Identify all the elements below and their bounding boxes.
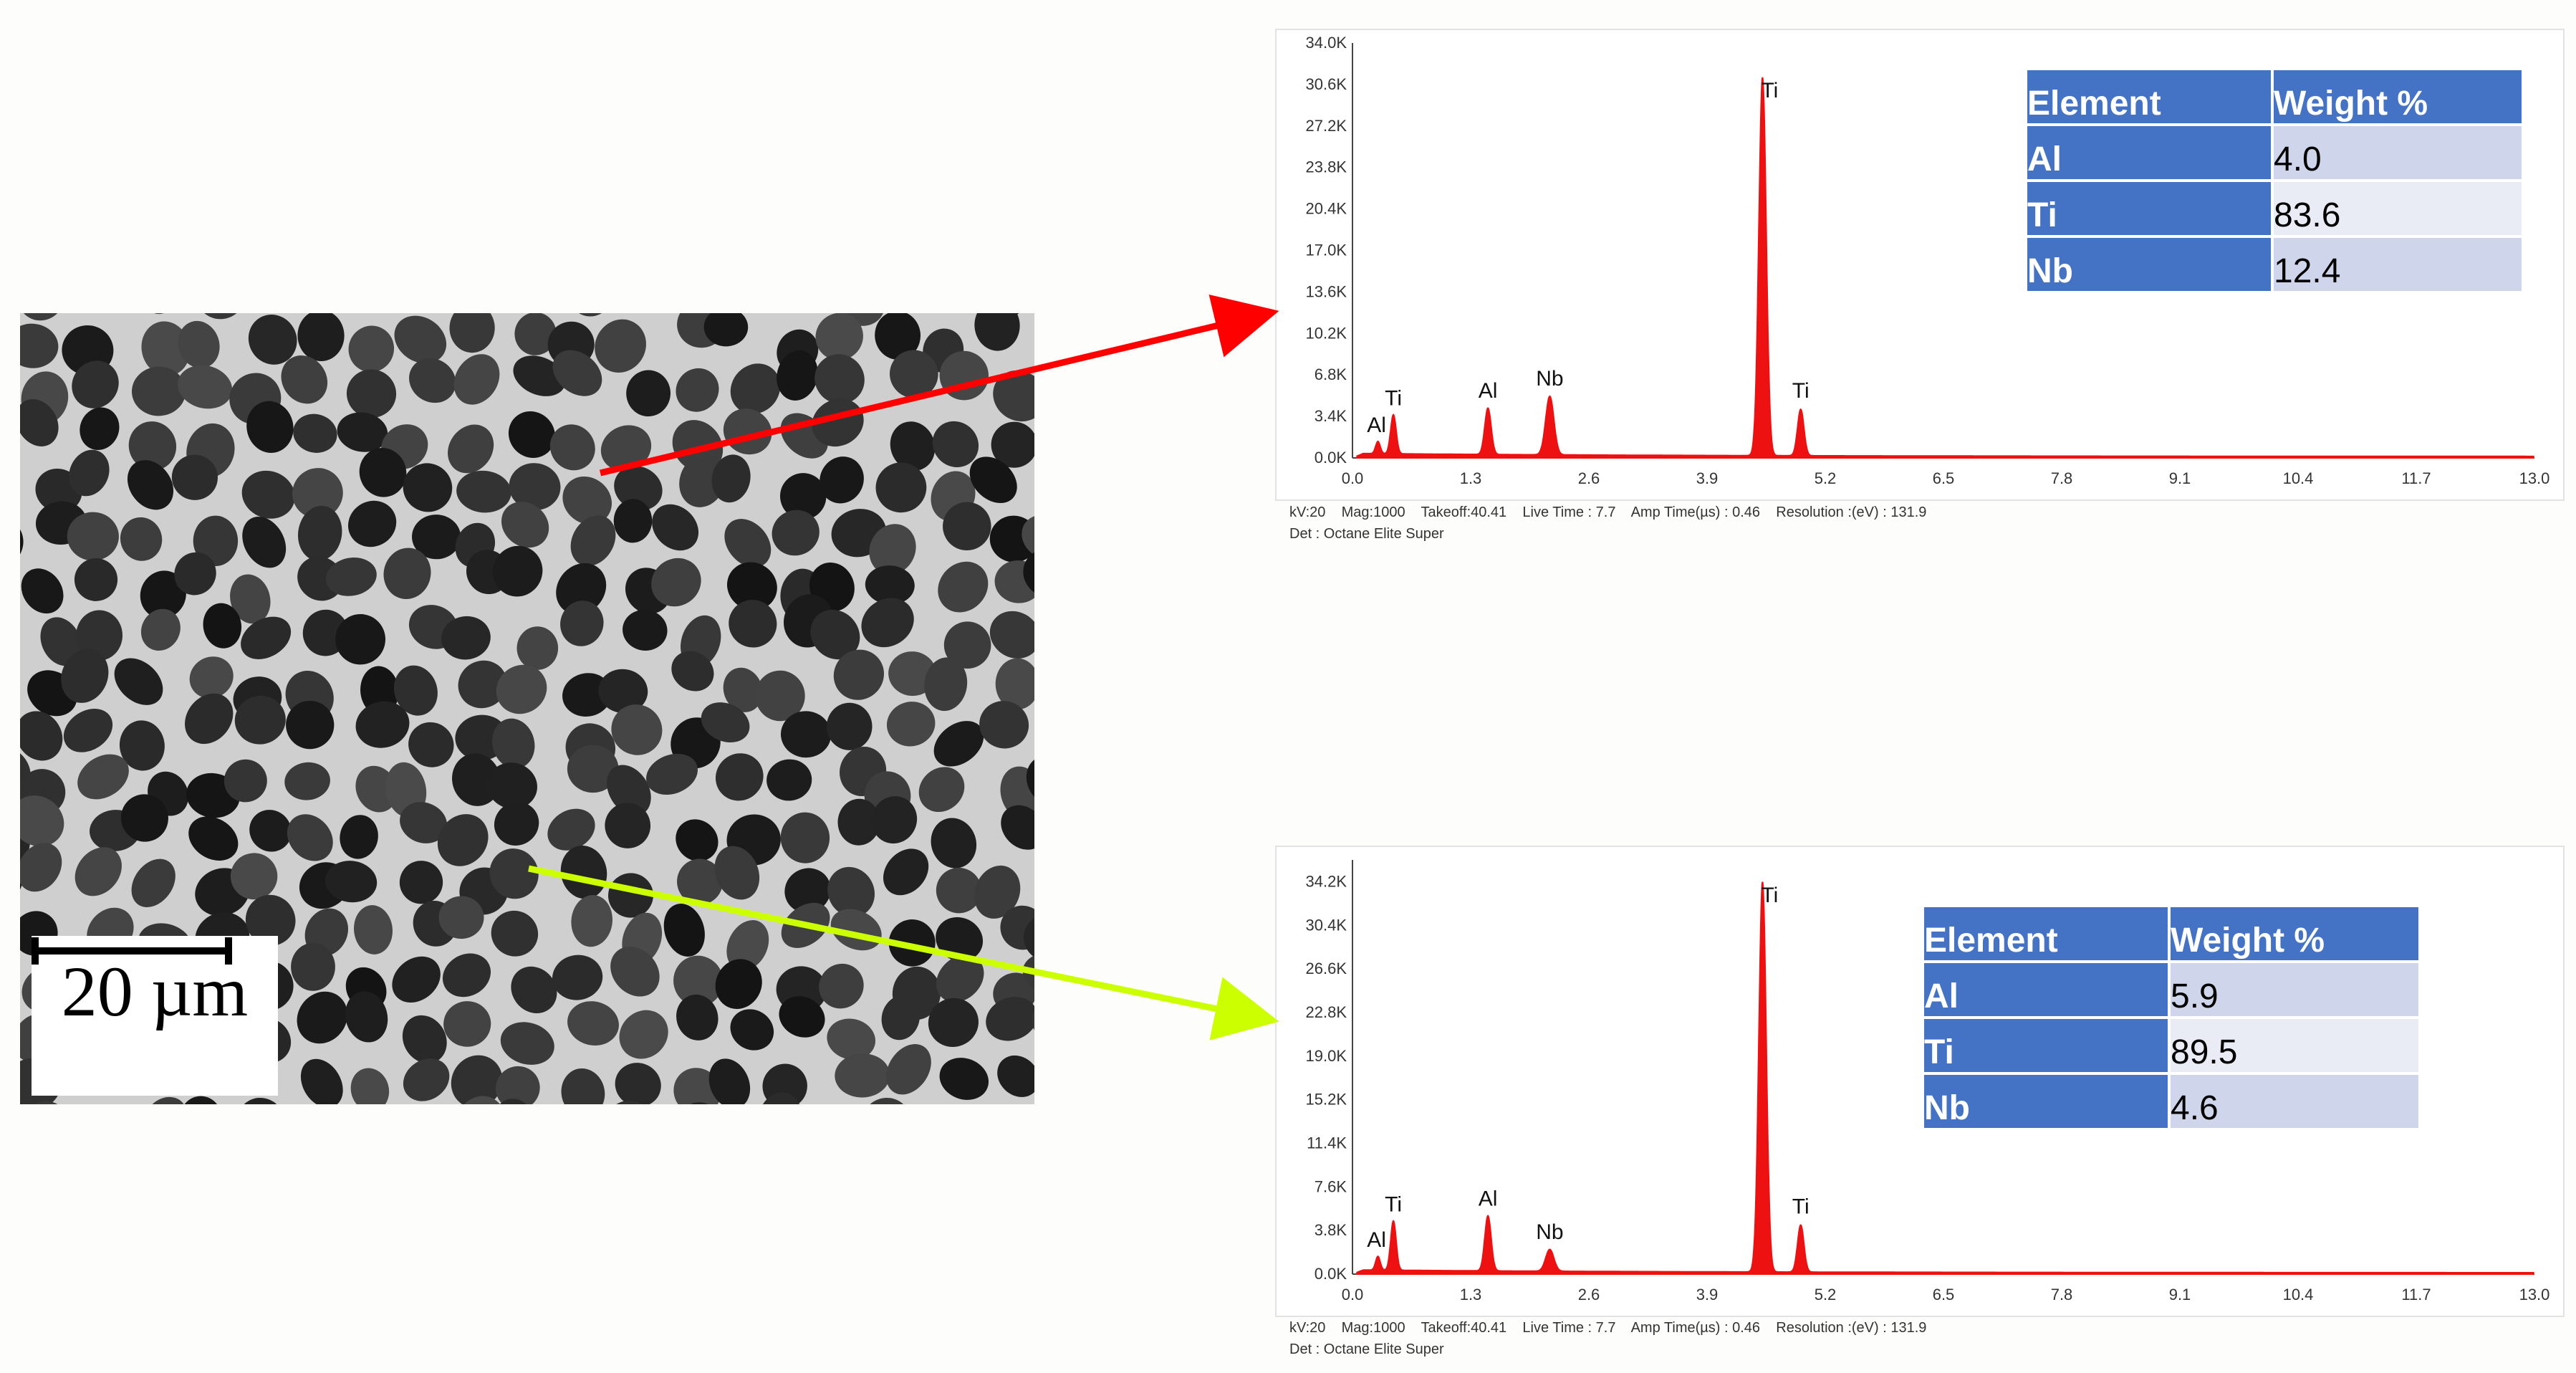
- x-tick-label: 10.4: [2283, 469, 2314, 487]
- peak-label-al: Al: [1367, 413, 1386, 437]
- x-tick-label: 2.6: [1578, 469, 1600, 487]
- spectrum-area: [1356, 77, 2534, 459]
- x-tick-label: 11.7: [2401, 469, 2431, 487]
- x-tick-label: 7.8: [2051, 469, 2073, 487]
- peak-label-nb: Nb: [1536, 1220, 1563, 1244]
- eds-spectrum-chart-2: 0.0 1.3 2.6 3.9 5.2 6.5 7.8 9.1 10.4 11.7 13.0 0.0K…: [1306, 860, 2550, 1303]
- scale-bar: [32, 937, 232, 965]
- y-tick-label: 13.6K: [1306, 282, 1347, 300]
- peak-label-ti: Ti: [1385, 386, 1402, 410]
- y-tick-label: 34.0K: [1306, 34, 1347, 52]
- x-tick-label: 5.2: [1815, 1286, 1837, 1303]
- peak-label-ti: Ti: [1385, 1192, 1402, 1216]
- scale-bar-label: 20 µm: [61, 952, 249, 1031]
- table-header-element: Element: [2027, 70, 2271, 123]
- table-row: Ti 89.5: [1924, 1019, 2418, 1072]
- spectrum-2-meta-line2: Det : Octane Elite Super: [1289, 1341, 1444, 1357]
- x-tick-label: 1.3: [1460, 1286, 1482, 1303]
- table-row: Nb 4.6: [1924, 1075, 2418, 1128]
- y-tick-label: 10.2K: [1306, 324, 1347, 342]
- element-cell: Ti: [2027, 182, 2271, 235]
- y-tick-label: 19.0K: [1306, 1047, 1347, 1065]
- x-tick-label: 10.4: [2283, 1286, 2314, 1303]
- table-header-element: Element: [1924, 907, 2168, 960]
- scale-bar-box: 20 µm: [32, 936, 278, 1096]
- weight-cell: 89.5: [2171, 1019, 2418, 1072]
- weight-cell: 12.4: [2274, 238, 2522, 291]
- y-tick-label: 6.8K: [1315, 365, 1347, 383]
- weight-cell: 83.6: [2274, 182, 2522, 235]
- y-tick-label: 3.8K: [1315, 1221, 1347, 1239]
- x-tick-label: 0.0: [1342, 469, 1364, 487]
- peak-label-ti: Ti: [1761, 884, 1778, 907]
- eds-spectrum-chart-1: 0.0 1.3 2.6 3.9 5.2 6.5 7.8 9.1 10.4 11.7 13.0 0.0K…: [1306, 34, 2550, 487]
- y-tick-label: 26.6K: [1306, 960, 1347, 977]
- y-tick-label: 23.8K: [1306, 158, 1347, 176]
- peak-label-ti: Ti: [1761, 79, 1778, 102]
- x-tick-label: 3.9: [1696, 1286, 1719, 1303]
- y-tick-label: 27.2K: [1306, 117, 1347, 135]
- y-tick-label: 0.0K: [1315, 449, 1347, 467]
- element-cell: Ti: [1924, 1019, 2168, 1072]
- spectrum-1-meta-line1: kV:20 Mag:1000 Takeoff:40.41 Live Time :…: [1289, 504, 1927, 520]
- x-tick-label: 9.1: [2169, 1286, 2191, 1303]
- element-cell: Nb: [1924, 1075, 2168, 1128]
- peak-label-ti: Ti: [1792, 1195, 1810, 1219]
- weight-cell: 5.9: [2171, 963, 2418, 1016]
- weight-cell: 4.6: [2171, 1075, 2418, 1128]
- y-tick-label: 30.6K: [1306, 75, 1347, 93]
- table-row: Ti 83.6: [2027, 182, 2522, 235]
- weight-cell: 4.0: [2274, 126, 2522, 179]
- y-tick-label: 3.4K: [1315, 407, 1347, 425]
- peak-label-al: Al: [1367, 1228, 1386, 1252]
- x-tick-label: 2.6: [1578, 1286, 1600, 1303]
- y-tick-label: 30.4K: [1306, 916, 1347, 934]
- arrow-to-spectrum-1: [599, 294, 1279, 477]
- x-tick-label: 13.0: [2519, 469, 2550, 487]
- x-tick-label: 13.0: [2519, 1286, 2550, 1303]
- x-tick-label: 9.1: [2169, 469, 2191, 487]
- y-tick-label: 17.0K: [1306, 241, 1347, 259]
- peak-label-al: Al: [1479, 1187, 1498, 1210]
- x-tick-label: 1.3: [1460, 469, 1482, 487]
- table-row: Al 4.0: [2027, 126, 2522, 179]
- element-cell: Al: [2027, 126, 2271, 179]
- x-tick-label: 5.2: [1815, 469, 1837, 487]
- arrow-to-spectrum-2: [528, 865, 1279, 1040]
- x-tick-label: 11.7: [2401, 1286, 2431, 1303]
- spectrum-1-meta-line2: Det : Octane Elite Super: [1289, 526, 1444, 542]
- y-tick-label: 0.0K: [1315, 1265, 1347, 1283]
- y-tick-label: 22.8K: [1306, 1003, 1347, 1021]
- table-row: Nb 12.4: [2027, 238, 2522, 291]
- x-tick-label: 3.9: [1696, 469, 1719, 487]
- x-tick-label: 6.5: [1933, 469, 1955, 487]
- peak-label-nb: Nb: [1536, 367, 1563, 391]
- element-cell: Nb: [2027, 238, 2271, 291]
- element-cell: Al: [1924, 963, 2168, 1016]
- table-header-weight: Weight %: [2171, 907, 2418, 960]
- table-row: Al 5.9: [1924, 963, 2418, 1016]
- y-tick-label: 7.6K: [1315, 1177, 1347, 1195]
- x-tick-label: 7.8: [2051, 1286, 2073, 1303]
- weight-table-2: Element Weight % Al 5.9 Ti 89.5 Nb 4.6: [1921, 904, 2421, 1131]
- weight-table-1: Element Weight % Al 4.0 Ti 83.6 Nb 12.4: [2024, 67, 2524, 294]
- y-tick-label: 11.4K: [1307, 1134, 1347, 1152]
- x-tick-label: 0.0: [1342, 1286, 1364, 1303]
- y-tick-label: 15.2K: [1306, 1091, 1347, 1109]
- spectrum-2-meta-line1: kV:20 Mag:1000 Takeoff:40.41 Live Time :…: [1289, 1320, 1927, 1336]
- peak-label-ti: Ti: [1792, 379, 1810, 403]
- peak-label-al: Al: [1479, 379, 1498, 403]
- spectrum-area: [1356, 881, 2534, 1275]
- y-tick-label: 20.4K: [1306, 200, 1347, 218]
- sem-micrograph: 20 µm: [20, 313, 1034, 1104]
- x-tick-label: 6.5: [1933, 1286, 1955, 1303]
- y-tick-label: 34.2K: [1306, 872, 1347, 890]
- table-header-weight: Weight %: [2274, 70, 2522, 123]
